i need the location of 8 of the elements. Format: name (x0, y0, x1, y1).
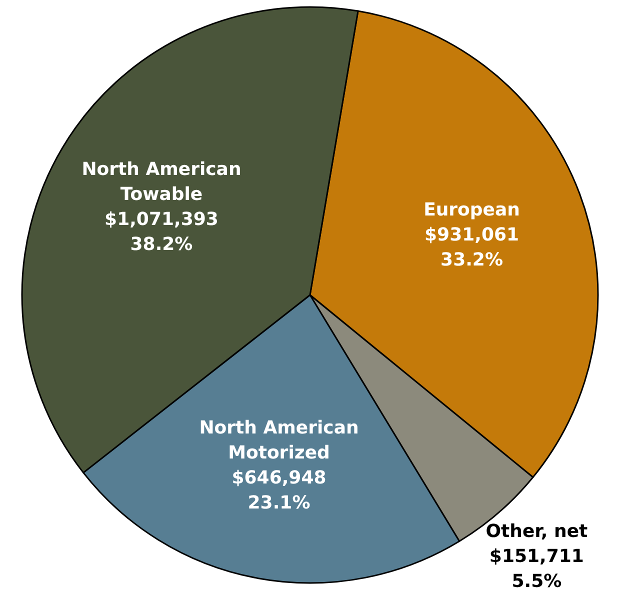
slice-label: Other, net (486, 520, 588, 542)
data-label: $931,061 33.2% (424, 224, 520, 270)
slice-label: European (424, 198, 520, 220)
slice-label: North American Towable (82, 158, 242, 205)
slice-label: North American Motorized (199, 417, 359, 463)
data-label: $1,071,393 38.2% (104, 208, 218, 255)
data-label: $646,948 23.1% (232, 467, 326, 513)
data-label: $151,711 5.5% (489, 545, 584, 592)
